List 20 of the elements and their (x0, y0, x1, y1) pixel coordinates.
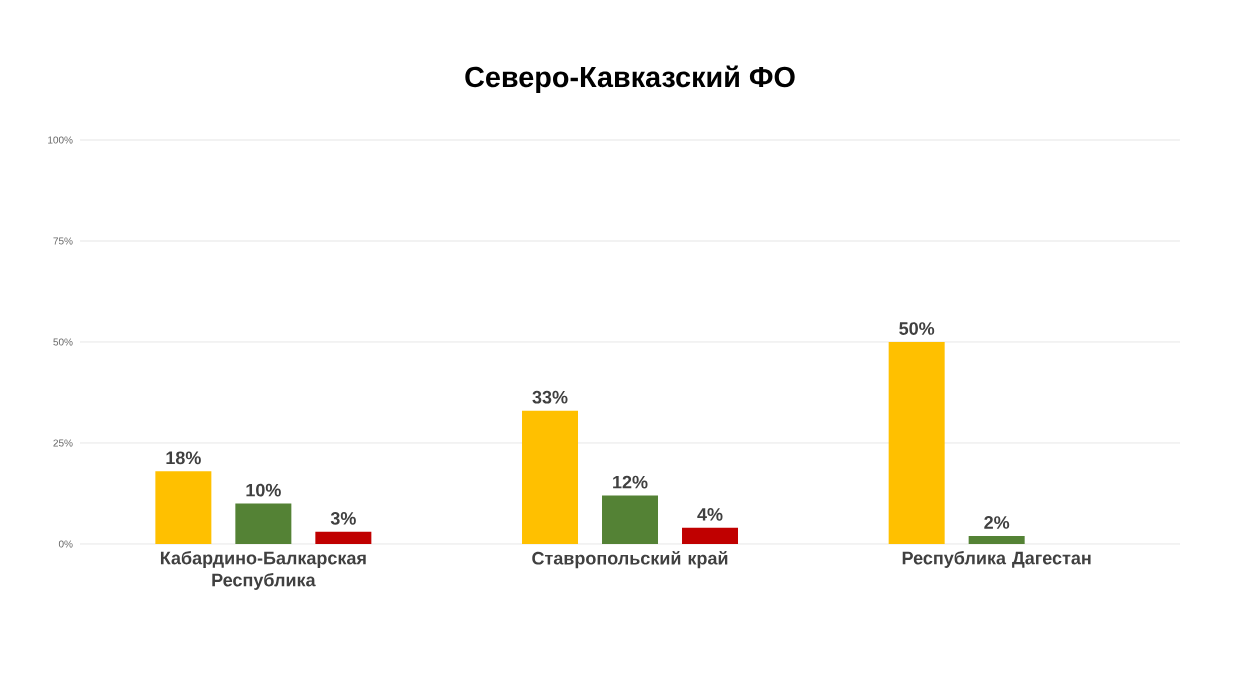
bar (235, 503, 292, 544)
chart-title: Северо-Кавказский ФО (465, 65, 795, 93)
data-label: 10% (246, 483, 281, 497)
bar (602, 495, 659, 544)
data-label: 18% (166, 451, 201, 465)
data-label: 12% (613, 475, 648, 489)
bar (315, 531, 372, 544)
data-label: 33% (532, 390, 568, 404)
bar (968, 535, 1025, 544)
data-label: 2% (984, 516, 1010, 529)
x-tick-label: Ставропольский край (532, 551, 728, 569)
x-tick-label: Кабардино-Балкарская Республика (160, 551, 366, 590)
x-tick-label: Республика Дагестан (902, 551, 1091, 568)
bar (522, 410, 579, 544)
bar (888, 341, 945, 544)
bar (155, 471, 212, 544)
data-label: 3% (330, 512, 356, 525)
data-label: 4% (697, 508, 723, 521)
bar (682, 527, 739, 544)
data-label: 50% (899, 322, 935, 335)
